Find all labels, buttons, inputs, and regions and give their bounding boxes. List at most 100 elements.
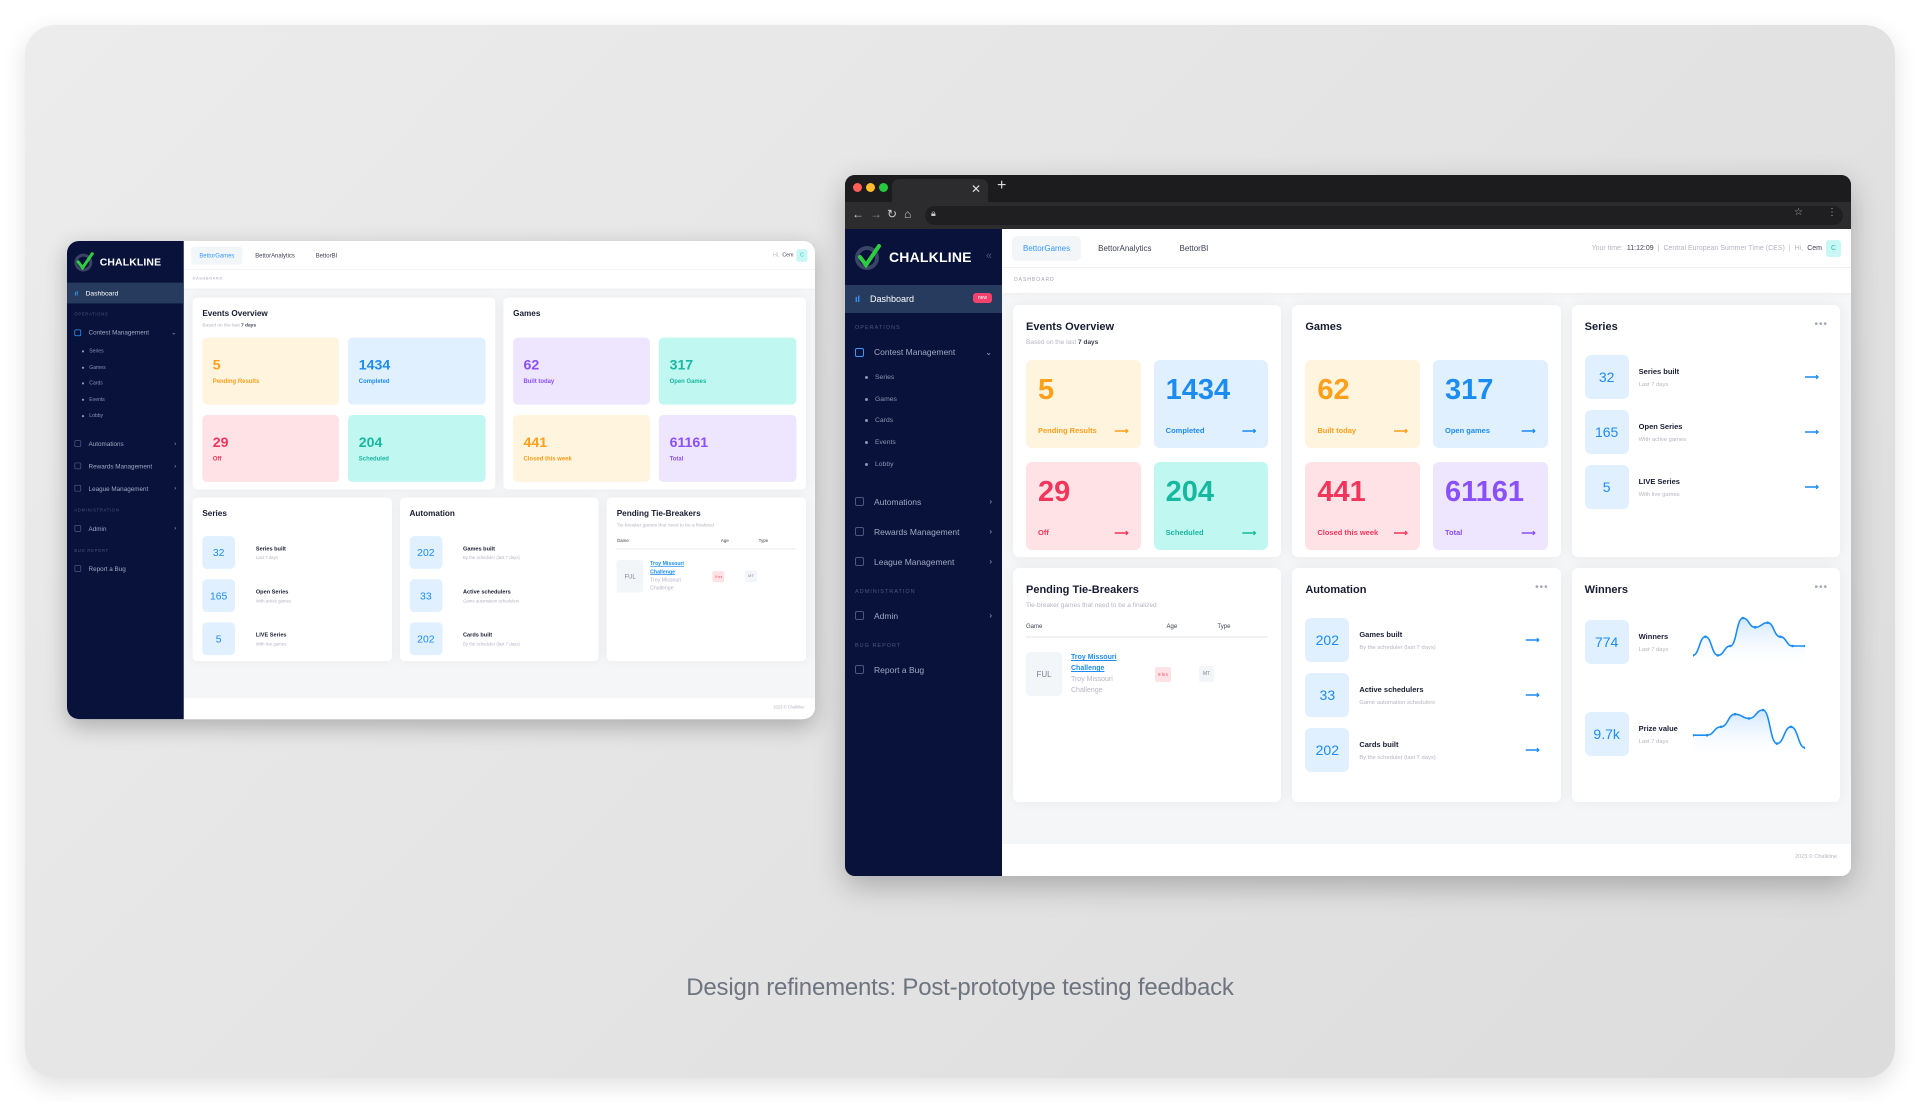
- metric-item[interactable]: 9.7k Prize value Last 7 days: [1584, 708, 1827, 760]
- stat-tile-completed[interactable]: 1434 Completed: [348, 337, 486, 405]
- arrow-right-icon[interactable]: ⟶: [1525, 634, 1540, 646]
- stat-tile-pending-results[interactable]: 5 Pending Results: [202, 337, 340, 405]
- stat-tile-total[interactable]: 61161 Total: [659, 414, 797, 482]
- sidebar-item-dashboard[interactable]: ıl Dashboard new: [845, 285, 1002, 313]
- forward-icon[interactable]: →: [870, 207, 882, 221]
- stat-tile-scheduled[interactable]: 204 Scheduled ⟶: [1153, 462, 1269, 550]
- home-icon[interactable]: ⌂: [904, 207, 912, 221]
- sidebar-subitem-events[interactable]: Events: [67, 392, 184, 408]
- arrow-right-icon[interactable]: ⟶: [1393, 426, 1408, 437]
- arrow-right-icon[interactable]: ⟶: [1241, 426, 1257, 437]
- metric-item[interactable]: 5 LIVE Series With live games: [202, 622, 382, 656]
- sidebar-subitem-games[interactable]: Games: [67, 360, 184, 376]
- metric-item[interactable]: 5 LIVE Series With live games ⟶: [1584, 465, 1827, 509]
- tab-bettorgames[interactable]: BettorGames: [191, 245, 243, 265]
- arrow-right-icon[interactable]: ⟶: [1114, 528, 1129, 539]
- stat-tile-scheduled[interactable]: 204 Scheduled: [348, 414, 486, 482]
- sidebar-item-automations[interactable]: Automations ›: [845, 487, 1002, 517]
- sidebar-subitem-events[interactable]: Events: [845, 432, 1002, 454]
- more-options-icon[interactable]: •••: [1814, 319, 1828, 330]
- metric-item[interactable]: 32 Series built Last 7 days ⟶: [1584, 355, 1827, 399]
- new-tab-icon[interactable]: +: [997, 177, 1007, 194]
- metric-item[interactable]: 202 Games built By the scheduler (last 7 d…: [1305, 618, 1547, 662]
- metric-item[interactable]: 202 Games built By the scheduler (last 7 d…: [409, 536, 589, 569]
- sidebar-item-contest-management[interactable]: Contest Management ⌄: [67, 321, 184, 343]
- metric-item[interactable]: 202 Cards built By the scheduler (last 7 d…: [409, 622, 589, 656]
- stat-tile-pending-results[interactable]: 5 Pending Results ⟶: [1026, 360, 1141, 448]
- avatar[interactable]: C: [796, 248, 808, 262]
- maximize-window-button[interactable]: [879, 183, 888, 192]
- sidebar-item-dashboard[interactable]: ıl Dashboard: [67, 282, 184, 304]
- sidebar-item-league-management[interactable]: League Management ›: [67, 477, 184, 499]
- arrow-right-icon[interactable]: ⟶: [1525, 689, 1540, 701]
- game-link[interactable]: Troy Missouri Challenge: [1071, 654, 1117, 672]
- metric-item[interactable]: 202 Cards built By the scheduler (last 7 d…: [1305, 728, 1547, 772]
- metric-item[interactable]: 165 Open Series With active games: [202, 579, 382, 613]
- arrow-right-icon[interactable]: ⟶: [1804, 371, 1819, 383]
- stat-tile-total[interactable]: 61161 Total ⟶: [1432, 462, 1548, 550]
- user-name: Cem: [1807, 244, 1822, 252]
- stat-tile-closed-this-week[interactable]: 441 Closed this week: [513, 414, 651, 482]
- stat-tile-closed-this-week[interactable]: 441 Closed this week ⟶: [1305, 462, 1420, 550]
- new-badge: new: [972, 293, 992, 303]
- sidebar-subitem-cards[interactable]: Cards: [67, 376, 184, 392]
- tab-bettorbi[interactable]: BettorBI: [315, 251, 338, 259]
- collapse-sidebar-icon[interactable]: «: [985, 250, 992, 262]
- arrow-right-icon[interactable]: ⟶: [1804, 481, 1819, 493]
- sidebar-subitem-lobby[interactable]: Lobby: [845, 453, 1002, 475]
- tab-bettoranalytics[interactable]: BettorAnalytics: [255, 251, 295, 259]
- tab-bettorgames[interactable]: BettorGames: [1012, 235, 1082, 261]
- arrow-right-icon[interactable]: ⟶: [1114, 426, 1129, 437]
- metric-item[interactable]: 774 Winners Last 7 days: [1584, 616, 1827, 668]
- close-window-button[interactable]: [853, 183, 862, 192]
- browser-tab[interactable]: ✕: [892, 179, 988, 202]
- arrow-right-icon[interactable]: ⟶: [1525, 744, 1540, 756]
- close-tab-icon[interactable]: ✕: [970, 182, 981, 196]
- metric-item[interactable]: 32 Series built Last 7 days: [202, 536, 382, 569]
- arrow-right-icon[interactable]: ⟶: [1804, 426, 1819, 438]
- stat-tile-off[interactable]: 29 Off: [202, 414, 340, 482]
- metric-item[interactable]: 33 Active schedulers Game automation sched…: [409, 579, 589, 613]
- sidebar-item-report-a-bug[interactable]: Report a Bug: [67, 558, 184, 580]
- stat-tile-built-today[interactable]: 62 Built today ⟶: [1305, 360, 1420, 448]
- sidebar-item-automations[interactable]: Automations ›: [67, 433, 184, 455]
- kebab-menu-icon[interactable]: ⋮: [1827, 207, 1837, 218]
- back-icon[interactable]: ←: [852, 207, 864, 221]
- sidebar-subitem-lobby[interactable]: Lobby: [67, 408, 184, 424]
- arrow-right-icon[interactable]: ⟶: [1241, 528, 1257, 539]
- metric-item[interactable]: 33 Active schedulers Game automation sched…: [1305, 673, 1547, 717]
- sidebar-subitem-series[interactable]: Series: [67, 344, 184, 360]
- minimize-window-button[interactable]: [866, 183, 875, 192]
- sidebar-subitem-cards[interactable]: Cards: [845, 410, 1002, 432]
- stat-tile-off[interactable]: 29 Off ⟶: [1026, 462, 1141, 550]
- tab-bettorbi[interactable]: BettorBI: [1179, 243, 1209, 253]
- star-icon[interactable]: ☆: [1794, 207, 1803, 218]
- tab-bettoranalytics[interactable]: BettorAnalytics: [1098, 243, 1152, 253]
- sidebar-item-admin[interactable]: Admin ›: [67, 518, 184, 540]
- layers-icon: [74, 485, 82, 492]
- address-bar[interactable]: 🔒︎ ☆ ⋮: [925, 206, 1843, 225]
- metric-item[interactable]: 165 Open Series With active games ⟶: [1584, 410, 1827, 454]
- arrow-right-icon[interactable]: ⟶: [1521, 528, 1536, 539]
- stat-tile-open-games[interactable]: 317 Open games ⟶: [1432, 360, 1548, 448]
- more-options-icon[interactable]: •••: [1814, 582, 1828, 593]
- sidebar-item-rewards-management[interactable]: Rewards Management ›: [67, 455, 184, 477]
- avatar[interactable]: C: [1826, 239, 1841, 257]
- sidebar-subitem-games[interactable]: Games: [845, 389, 1002, 411]
- sidebar-subitem-series[interactable]: Series: [845, 367, 1002, 389]
- reload-icon[interactable]: ↻: [887, 207, 898, 221]
- sidebar-item-rewards-management[interactable]: Rewards Management ›: [845, 517, 1002, 547]
- sidebar-item-report-a-bug[interactable]: Report a Bug: [845, 655, 1002, 685]
- stat-tile-open-games[interactable]: 317 Open Games: [659, 337, 797, 405]
- sidebar-item-league-management[interactable]: League Management ›: [845, 547, 1002, 577]
- stat-tile-completed[interactable]: 1434 Completed ⟶: [1153, 360, 1269, 448]
- game-link[interactable]: Troy Missouri Challenge: [650, 561, 684, 575]
- arrow-right-icon[interactable]: ⟶: [1521, 426, 1536, 437]
- arrow-right-icon[interactable]: ⟶: [1393, 528, 1408, 539]
- chevron-right-icon: ›: [174, 485, 177, 492]
- sidebar: CHALKLINE « ıl Dashboard new OPERATIONS Contes…: [845, 229, 1002, 876]
- stat-tile-built-today[interactable]: 62 Built today: [513, 337, 651, 405]
- sidebar-item-contest-management[interactable]: Contest Management ⌄: [845, 337, 1002, 367]
- sidebar-item-admin[interactable]: Admin ›: [845, 601, 1002, 631]
- more-options-icon[interactable]: •••: [1535, 582, 1549, 593]
